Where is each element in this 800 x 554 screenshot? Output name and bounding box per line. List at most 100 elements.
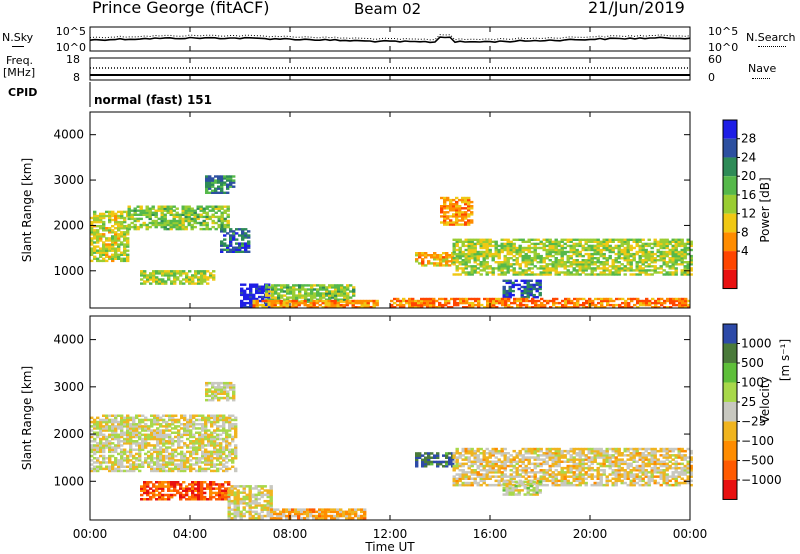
power-cell — [427, 260, 431, 263]
power-cell — [208, 179, 212, 182]
velocity-cell — [117, 437, 121, 441]
power-cell — [433, 264, 437, 267]
power-cell — [500, 244, 504, 248]
power-cell — [232, 185, 236, 188]
power-cell — [584, 238, 588, 241]
velocity-cell — [132, 425, 136, 428]
power-cell — [243, 293, 247, 297]
power-cell — [435, 299, 439, 303]
velocity-cell — [90, 440, 94, 443]
power-cell — [232, 248, 236, 251]
velocity-cell — [105, 418, 109, 422]
power-cell — [447, 299, 451, 303]
power-cell — [175, 207, 179, 210]
velocity-cell — [197, 498, 201, 501]
velocity-cell — [108, 435, 112, 439]
power-cell — [193, 225, 197, 229]
power-cell — [214, 175, 218, 178]
velocity-cell — [186, 429, 190, 432]
power-cell — [584, 248, 588, 252]
power-cell — [449, 205, 453, 208]
velocity-cell — [152, 485, 156, 488]
nsky-series — [89, 36, 691, 44]
velocity-cell — [482, 479, 486, 483]
power-cell — [686, 271, 690, 274]
power-cell — [93, 247, 97, 250]
power-cell — [620, 257, 624, 260]
velocity-cell — [168, 442, 172, 445]
power-cell — [491, 244, 495, 248]
power-cell — [612, 303, 616, 307]
velocity-cell — [491, 469, 495, 472]
power-cell — [530, 273, 534, 276]
power-cell — [539, 254, 543, 258]
velocity-cell — [488, 475, 492, 478]
power-cell — [671, 271, 675, 274]
velocity-cell — [159, 425, 163, 428]
power-cell — [194, 276, 198, 279]
power-cell — [455, 267, 459, 270]
velocity-cell — [216, 459, 220, 462]
power-cell — [330, 301, 334, 305]
power-cell — [587, 273, 591, 276]
power-cell — [641, 242, 645, 246]
power-cell — [199, 209, 203, 212]
power-cell — [476, 259, 480, 262]
power-cell — [328, 290, 332, 293]
power-cell — [531, 301, 535, 305]
power-cell — [515, 273, 519, 276]
power-cell — [505, 296, 509, 299]
power-cell — [252, 299, 256, 303]
power-cell — [390, 299, 394, 303]
velocity-cell — [180, 423, 184, 426]
velocity-cell — [518, 473, 522, 476]
power-cell — [196, 217, 200, 221]
power-y-axis-label: Slant Range [km] — [20, 158, 34, 262]
power-cell — [554, 257, 558, 260]
power-cell — [545, 267, 549, 270]
velocity-cell — [497, 471, 501, 474]
power-cell — [226, 205, 230, 208]
velocity-cell — [348, 514, 352, 518]
velocity-cell — [132, 431, 136, 434]
power-cell — [473, 261, 477, 264]
velocity-cell — [494, 475, 498, 478]
power-cell — [114, 257, 118, 260]
velocity-cell — [167, 495, 171, 499]
power-cell — [346, 292, 350, 295]
velocity-cell — [111, 437, 115, 441]
power-cell — [345, 299, 349, 303]
power-cell — [436, 254, 440, 257]
velocity-cell — [436, 456, 440, 459]
power-cell — [617, 267, 621, 270]
power-cell — [117, 210, 121, 214]
power-cell — [96, 239, 100, 242]
velocity-cell — [177, 431, 181, 434]
power-cell — [599, 263, 603, 266]
velocity-cell — [159, 423, 163, 426]
velocity-cell — [225, 442, 229, 445]
velocity-cell — [176, 483, 180, 486]
power-cell — [108, 245, 112, 248]
power-cell — [214, 215, 218, 219]
power-cell — [96, 229, 100, 232]
power-cell — [641, 267, 645, 270]
power-cell — [557, 242, 561, 246]
power-cell — [163, 207, 167, 210]
velocity-cell — [155, 487, 159, 490]
power-cell — [430, 254, 434, 257]
power-cell — [96, 220, 100, 224]
power-cell — [160, 217, 164, 221]
power-cell — [441, 297, 445, 301]
power-cell — [527, 248, 531, 252]
power-cell — [282, 301, 286, 305]
power-cell — [632, 259, 636, 262]
velocity-cell — [173, 485, 177, 488]
power-cell — [181, 209, 185, 212]
power-cell — [123, 233, 127, 236]
power-cell — [545, 257, 549, 260]
velocity-cell — [455, 460, 459, 463]
power-cell — [505, 291, 509, 295]
velocity-cell — [439, 462, 443, 466]
power-cell — [639, 299, 643, 303]
